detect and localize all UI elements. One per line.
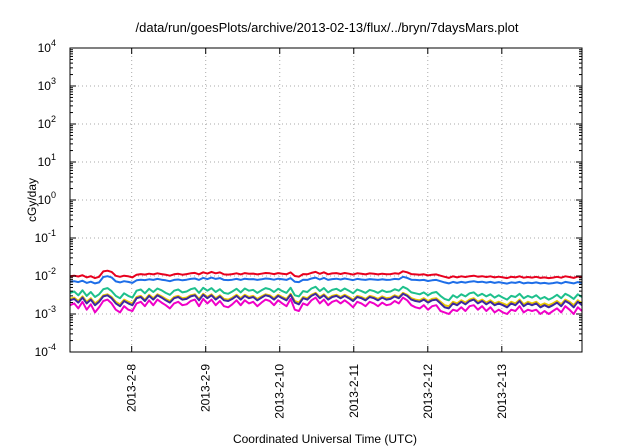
y-axis: 10-4 10-3 10-2 10-1 100 101 102 103 104 [35,38,582,359]
x-tick-label: 2013-2-8 [125,364,139,412]
series-line-3 [69,285,583,302]
y-tick-label: 101 [38,152,56,169]
x-tick-label: 2013-2-9 [199,364,213,412]
y-tick-label: 100 [38,190,56,207]
x-axis: 2013-2-8 2013-2-9 2013-2-10 2013-2-11 2013-2… [125,48,509,419]
y-tick-label: 10-2 [35,266,56,283]
x-tick-label: 2013-2-13 [495,364,509,419]
x-tick-label: 2013-2-12 [421,364,435,419]
y-tick-label: 10-3 [35,304,56,321]
x-tick-label: 2013-2-11 [347,364,361,418]
y-axis-label: cGy/day [25,178,39,222]
series-line-1 [69,269,583,280]
series-line-5 [69,292,583,310]
y-tick-label: 10-4 [35,342,56,359]
chart-title: /data/run/goesPlots/archive/2013-02-13/f… [136,20,519,35]
series-layer [69,269,583,315]
series-line-2 [69,275,583,285]
y-tick-label: 10-1 [35,228,56,245]
y-tick-label: 104 [38,38,56,55]
series-line-6 [69,296,583,315]
y-tick-label: 102 [38,114,56,131]
x-axis-label: Coordinated Universal Time (UTC) [233,432,417,446]
x-tick-label: 2013-2-10 [273,364,287,419]
grid-lines [70,48,582,352]
y-tick-label: 103 [38,76,56,93]
